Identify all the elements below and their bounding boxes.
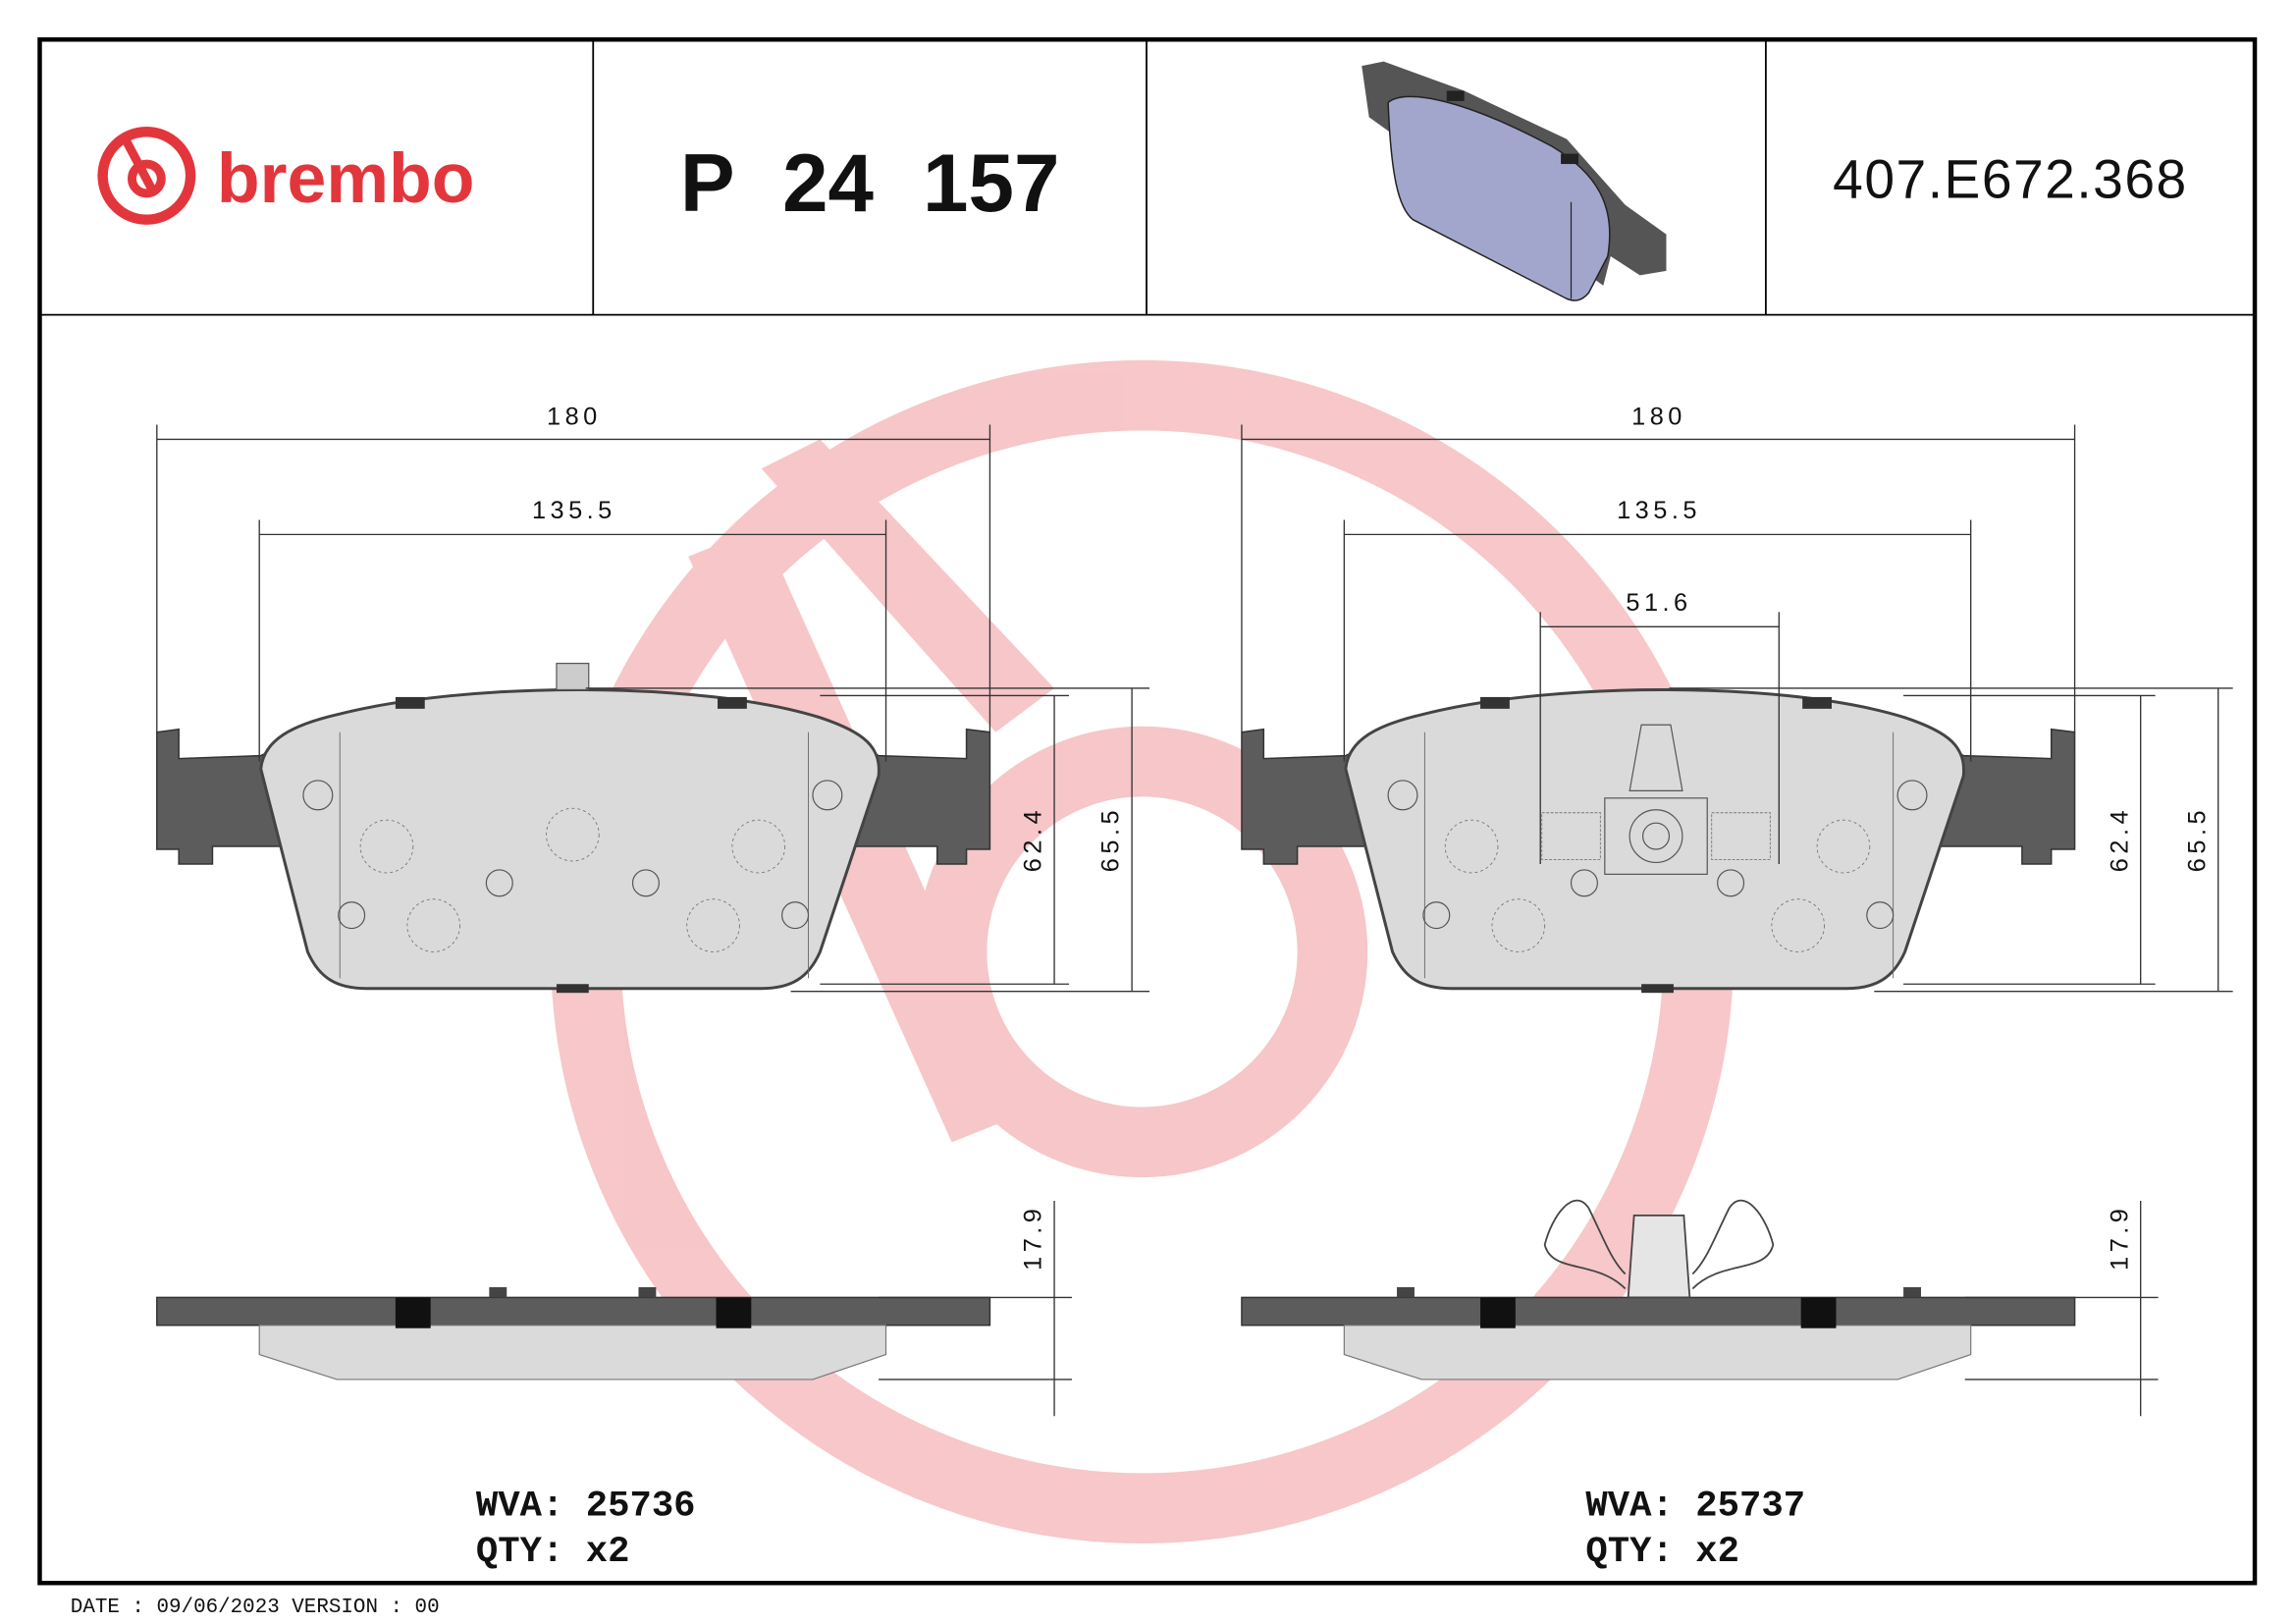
right-pad-side-view: 17.9 [1241,1199,2159,1417]
date-version: DATE : 09/06/2023 VERSION : 00 [71,1597,440,1619]
dim-thickness: 17.9 [1020,1205,1047,1271]
brembo-logo: brembo [97,127,474,225]
dim-width-inner: 135.5 [532,497,616,524]
dim-width-total: 180 [1631,404,1686,431]
dim-sensor-width: 51.6 [1626,589,1691,617]
left-pad-front-view [155,663,991,995]
dim-height-total: 65.5 [2183,806,2211,872]
dim-height-inner: 62.4 [2106,806,2133,872]
right-pad-front-view [1240,687,2077,995]
left-pad-side-view: 17.9 [156,1200,1072,1417]
wear-sensor-spring-icon [1543,1199,1775,1299]
right-pad-dimensions: 180 135.5 51.6 62.4 65.5 [1241,404,2233,993]
part-number: P 24 157 [680,136,1060,229]
dim-width-inner: 135.5 [1617,497,1701,524]
left-qty: QTY: x2 [476,1532,630,1573]
reference-number: 407.E672.368 [1833,148,2188,209]
dim-height-inner: 62.4 [1020,806,1047,872]
left-pad-dimensions: 180 135.5 62.4 65.5 [156,404,1149,993]
dim-width-total: 180 [547,404,602,431]
dim-height-total: 65.5 [1097,806,1125,872]
dim-thickness: 17.9 [2106,1205,2133,1271]
right-wva: WVA: 25737 [1585,1487,1805,1528]
pad-3d-render [1362,61,1667,301]
left-wva: WVA: 25736 [476,1487,696,1528]
right-qty: QTY: x2 [1585,1532,1739,1573]
svg-text:brembo: brembo [217,139,474,218]
wear-sensor-clip-icon [1541,724,1771,875]
